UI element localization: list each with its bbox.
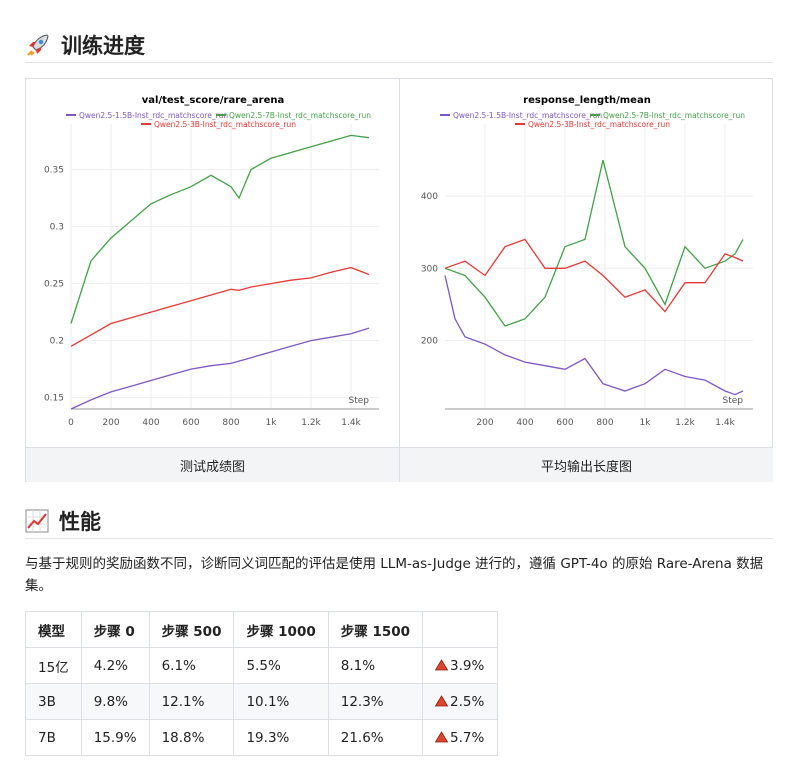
table-cell: 4.2% bbox=[80, 647, 150, 684]
up-icon bbox=[434, 730, 449, 742]
chart-box: val/test_score/rare_arena 0.15 0.2 0.25 0.3 0… bbox=[25, 78, 773, 482]
series-line bbox=[444, 275, 744, 396]
divider bbox=[25, 538, 773, 539]
legend-label: Qwen2.5-3B-Inst_rdc_matchscore_run bbox=[528, 120, 670, 129]
x-axis-label: Step bbox=[349, 396, 370, 406]
table: 模型 步骤 0 步骤 500 步骤 1000 步骤 1500 15亿 4.2% 6.1% 5.5… bbox=[25, 611, 499, 756]
chart-icon bbox=[25, 509, 49, 533]
heading-text: 性能 bbox=[59, 510, 101, 534]
chart: val/test_score/rare_arena 0.15 0.2 0.25 0.3 0… bbox=[44, 95, 379, 428]
series-line bbox=[70, 266, 370, 347]
legend-label: Qwen2.5-7B-Inst_rdc_matchscore_run bbox=[229, 111, 371, 120]
y-tick-label: 300 bbox=[421, 264, 438, 274]
y-tick-label: 0.15 bbox=[44, 394, 64, 404]
y-tick-label: 400 bbox=[421, 192, 438, 202]
cell-text: 2.5% bbox=[450, 693, 485, 710]
table-cell: 3B bbox=[25, 683, 82, 720]
table-cell bbox=[422, 611, 499, 648]
x-tick-label: 1.4k bbox=[715, 418, 735, 428]
y-tick-label: 0.3 bbox=[50, 223, 64, 233]
x-tick-label: 800 bbox=[222, 418, 239, 428]
x-tick-label: 1.2k bbox=[675, 418, 695, 428]
table-cell: 8.1% bbox=[327, 647, 424, 684]
table-cell: 5.7% bbox=[422, 719, 499, 756]
x-axis-label: Step bbox=[723, 396, 744, 406]
table-cell: 步骤 1000 bbox=[233, 611, 329, 648]
table-cell: 9.8% bbox=[80, 683, 150, 720]
rocket-icon bbox=[27, 34, 49, 56]
table-cell: 步骤 500 bbox=[148, 611, 235, 648]
table-cell: 21.6% bbox=[327, 719, 424, 756]
x-tick-label: 0 bbox=[68, 418, 74, 428]
x-tick-label: 1k bbox=[266, 418, 278, 428]
table-cell: 5.5% bbox=[233, 647, 329, 684]
chart-panel: val/test_score/rare_arena 0.15 0.2 0.25 0.3 0… bbox=[26, 79, 399, 447]
up-icon bbox=[434, 658, 449, 670]
cell-text: 3.9% bbox=[450, 657, 485, 674]
caption: 测试成绩图 bbox=[26, 447, 399, 482]
caption: 平均输出长度图 bbox=[399, 447, 773, 482]
table-cell: 7B bbox=[25, 719, 82, 756]
table-row: 3B 9.8% 12.1% 10.1% 12.3% 2.5% bbox=[25, 683, 499, 720]
y-tick-label: 0.35 bbox=[44, 166, 64, 176]
table-cell: 10.1% bbox=[233, 683, 329, 720]
table-cell: 15亿 bbox=[25, 647, 82, 684]
chart-panel: response_length/mean 200 300 400 200 400 600 80… bbox=[399, 79, 773, 447]
legend-label: Qwen2.5-1.5B-Inst_rdc_matchscore_run bbox=[79, 111, 228, 120]
y-tick-label: 0.2 bbox=[50, 337, 64, 347]
y-tick-label: 0.25 bbox=[44, 280, 64, 290]
table-row: 7B 15.9% 18.8% 19.3% 21.6% 5.7% bbox=[25, 719, 499, 756]
x-tick-label: 1.2k bbox=[301, 418, 321, 428]
divider bbox=[25, 62, 773, 63]
series-line bbox=[444, 238, 744, 313]
header-row: 模型 步骤 0 步骤 500 步骤 1000 步骤 1500 bbox=[25, 611, 499, 648]
x-tick-label: 200 bbox=[102, 418, 119, 428]
x-tick-label: 1.4k bbox=[341, 418, 361, 428]
x-tick-label: 600 bbox=[556, 418, 573, 428]
table-cell: 12.3% bbox=[327, 683, 424, 720]
legend-label: Qwen2.5-3B-Inst_rdc_matchscore_run bbox=[154, 120, 296, 129]
x-tick-label: 600 bbox=[182, 418, 199, 428]
section-heading: 训练进度 bbox=[25, 30, 145, 60]
legend-label: Qwen2.5-7B-Inst_rdc_matchscore_run bbox=[603, 111, 745, 120]
chart-title: val/test_score/rare_arena bbox=[142, 95, 284, 106]
table-cell: 3.9% bbox=[422, 647, 499, 684]
y-tick-label: 200 bbox=[421, 336, 438, 346]
series-line bbox=[70, 327, 370, 410]
table-cell: 模型 bbox=[25, 611, 82, 648]
paragraph: 与基于规则的奖励函数不同，诊断同义词匹配的评估是使用 LLM-as-Judge … bbox=[25, 556, 764, 594]
legend-label: Qwen2.5-1.5B-Inst_rdc_matchscore_run bbox=[453, 111, 602, 120]
up-icon bbox=[434, 694, 449, 706]
table-cell: 6.1% bbox=[148, 647, 235, 684]
table-row: 15亿 4.2% 6.1% 5.5% 8.1% 3.9% bbox=[25, 647, 499, 684]
table-cell: 步骤 0 bbox=[80, 611, 150, 648]
x-tick-label: 800 bbox=[596, 418, 613, 428]
x-tick-label: 400 bbox=[516, 418, 533, 428]
section-heading: 性能 bbox=[25, 506, 101, 536]
series-line bbox=[70, 134, 370, 324]
x-tick-label: 1k bbox=[640, 418, 652, 428]
chart: response_length/mean 200 300 400 200 400 600 80… bbox=[421, 95, 753, 428]
table-cell: 15.9% bbox=[80, 719, 150, 756]
table-cell: 18.8% bbox=[148, 719, 235, 756]
series-line bbox=[444, 159, 744, 327]
x-tick-label: 200 bbox=[476, 418, 493, 428]
cell-text: 5.7% bbox=[450, 729, 485, 746]
chart-title: response_length/mean bbox=[523, 95, 651, 106]
table-cell: 19.3% bbox=[233, 719, 329, 756]
table-cell: 12.1% bbox=[148, 683, 235, 720]
heading-text: 训练进度 bbox=[61, 34, 145, 58]
table-cell: 2.5% bbox=[422, 683, 499, 720]
x-tick-label: 400 bbox=[142, 418, 159, 428]
table-cell: 步骤 1500 bbox=[327, 611, 424, 648]
